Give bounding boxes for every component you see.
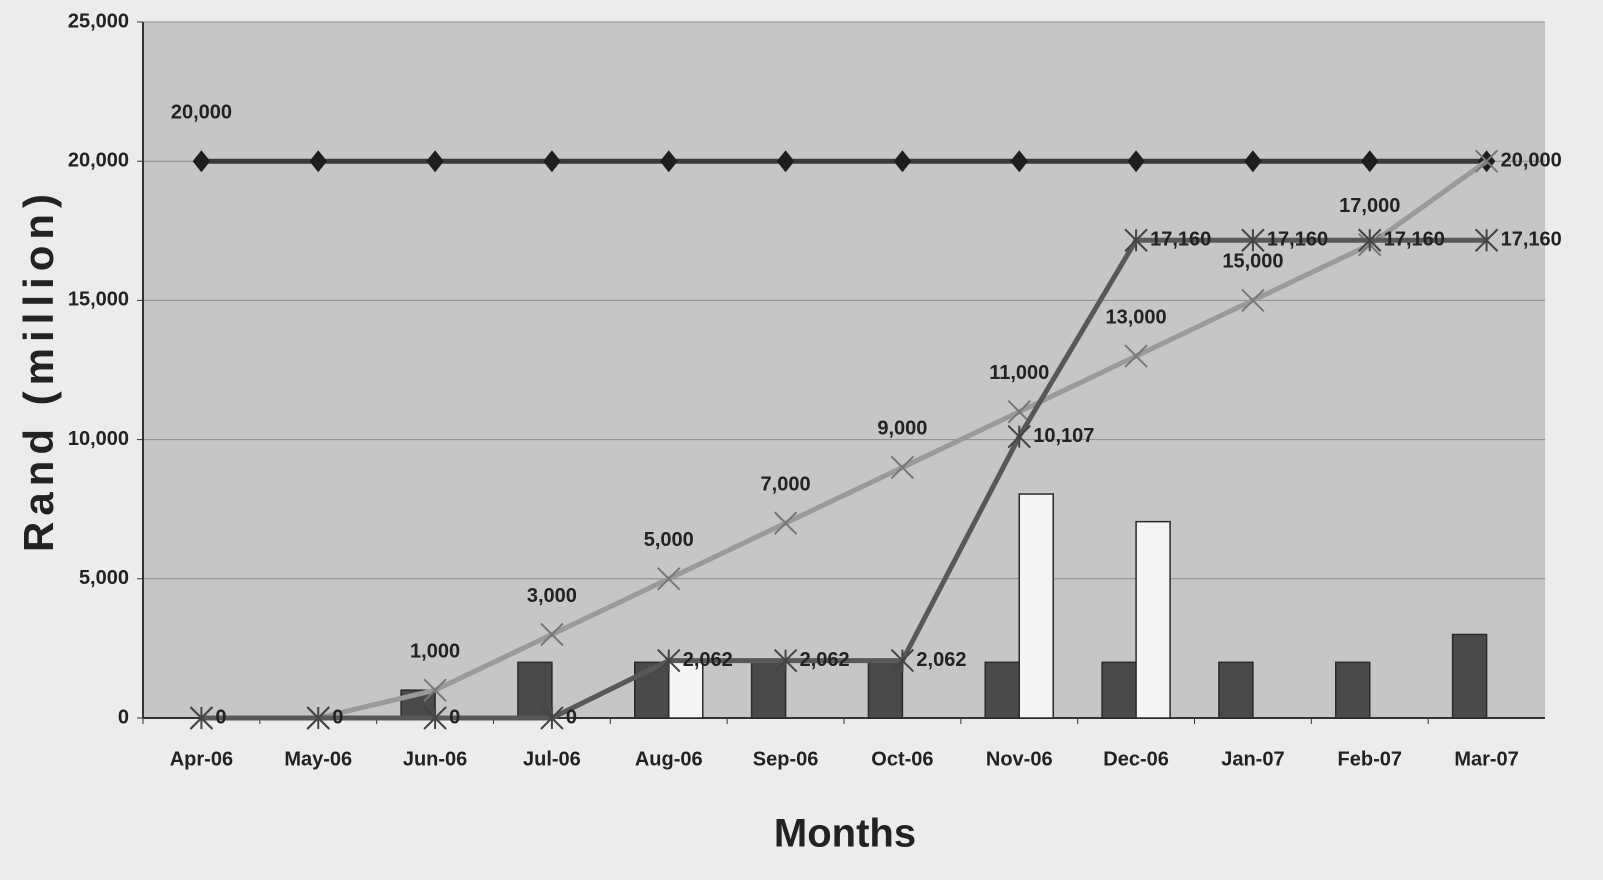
data-label: 13,000 (1105, 306, 1166, 328)
diamond-marker (426, 150, 444, 173)
x-tick-label: Oct-06 (871, 748, 933, 770)
x-marker (1007, 400, 1031, 424)
x-tick-label: Feb-07 (1338, 748, 1402, 770)
data-label: 15,000 (1222, 251, 1283, 273)
y-tick-label: 5,000 (79, 567, 129, 589)
diamond-marker (1010, 150, 1029, 173)
data-label: 0 (566, 706, 577, 728)
data-label: 10,107 (1033, 425, 1094, 447)
bar (1101, 661, 1137, 719)
data-label: 0 (449, 706, 460, 728)
asterisk-marker (540, 706, 564, 730)
diamond-marker (1244, 150, 1262, 173)
data-label: 11,000 (989, 362, 1049, 384)
data-label: 1,000 (410, 640, 460, 662)
bar (1135, 520, 1171, 719)
x-marker (890, 455, 915, 480)
asterisk-marker (890, 648, 915, 673)
bar (984, 661, 1020, 719)
data-label: 17,160 (1501, 229, 1562, 251)
x-marker (657, 567, 681, 591)
diamond-marker (192, 150, 211, 173)
x-tick-label: Jun-06 (403, 748, 467, 770)
y-tick-label: 10,000 (68, 428, 129, 450)
line (201, 237, 1487, 721)
data-label: 0 (215, 706, 226, 728)
asterisk-marker (189, 706, 214, 730)
bar (1451, 633, 1488, 719)
bar (517, 661, 553, 719)
bar (867, 661, 904, 719)
data-label: 9,000 (877, 418, 927, 440)
diamond-marker (659, 150, 678, 173)
x-tick-label: Mar-07 (1454, 748, 1518, 770)
x-marker (423, 678, 447, 702)
x-axis-title: Months (774, 812, 916, 856)
y-axis-title: Rand (million) (15, 188, 62, 552)
plot-area (143, 22, 1545, 718)
bar (1018, 493, 1054, 719)
asterisk-marker (1241, 228, 1265, 252)
x-marker (1124, 344, 1148, 368)
x-marker (773, 511, 798, 535)
y-tick-label: 15,000 (68, 289, 129, 311)
x-marker (1474, 149, 1499, 173)
diamond-marker (543, 150, 561, 173)
data-label: 17,160 (1267, 229, 1328, 251)
diamond-marker (776, 150, 795, 173)
x-tick-label: May-06 (284, 748, 352, 770)
asterisk-marker (306, 706, 330, 730)
asterisk-marker (1474, 228, 1499, 252)
data-label: 17,160 (1150, 229, 1211, 251)
diamond-marker (1360, 150, 1379, 173)
data-label: 0 (332, 706, 343, 728)
data-label: 5,000 (644, 529, 694, 551)
asterisk-marker (657, 648, 681, 673)
data-label: 7,000 (761, 473, 811, 495)
asterisk-marker (1124, 228, 1148, 252)
bar (1218, 661, 1254, 719)
y-tick-label: 0 (118, 706, 129, 728)
x-tick-label: Nov-06 (986, 748, 1053, 770)
data-label: 2,062 (800, 649, 850, 671)
x-tick-label: Jan-07 (1221, 748, 1284, 770)
x-tick-label: Jul-06 (523, 748, 581, 770)
data-label: 17,000 (1339, 195, 1400, 217)
bar (668, 659, 704, 719)
x-tick-label: Dec-06 (1103, 748, 1169, 770)
data-label: 20,000 (171, 101, 232, 123)
diamond-marker (1127, 150, 1145, 173)
diamond-marker (893, 150, 912, 173)
data-label: 2,062 (916, 649, 966, 671)
bar (1335, 661, 1371, 719)
y-tick-label: 25,000 (68, 10, 129, 32)
x-tick-label: Sep-06 (753, 748, 819, 770)
asterisk-marker (1358, 228, 1382, 252)
diamond-marker (309, 150, 328, 173)
y-tick-label: 20,000 (68, 149, 129, 171)
data-label: 3,000 (527, 585, 577, 607)
x-tick-label: Aug-06 (635, 748, 703, 770)
asterisk-marker (773, 648, 798, 673)
x-marker (1241, 288, 1265, 313)
data-label: 20,000 (1501, 149, 1562, 171)
line (201, 159, 1489, 721)
data-label: 17,160 (1384, 229, 1445, 251)
asterisk-marker (423, 706, 447, 730)
x-marker (540, 622, 564, 647)
data-label: 2,062 (683, 649, 733, 671)
x-tick-label: Apr-06 (170, 748, 233, 770)
bar (750, 661, 787, 719)
asterisk-marker (1007, 424, 1031, 449)
